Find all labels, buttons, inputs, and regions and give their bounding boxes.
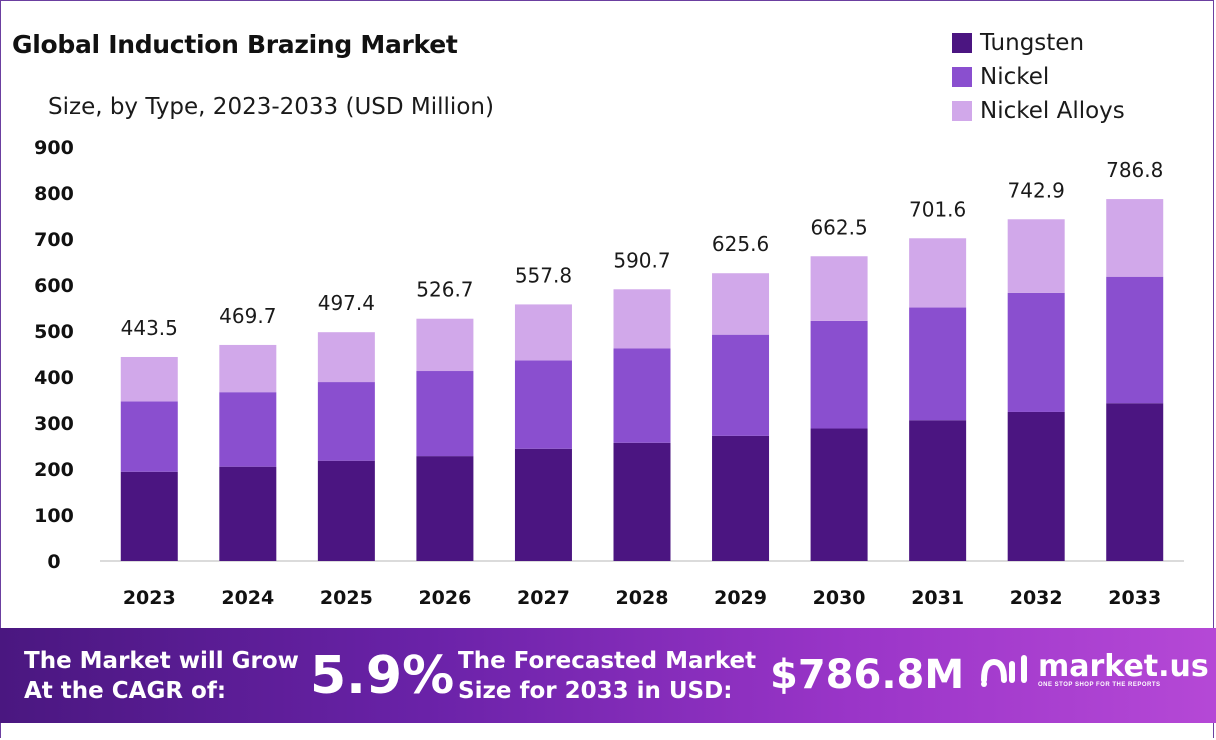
y-tick-label: 600 xyxy=(34,275,74,297)
bar-nickel-alloys xyxy=(1007,219,1065,293)
bar-tungsten xyxy=(1007,411,1065,561)
brand-logo[interactable]: market.us ONE STOP SHOP FOR THE REPORTS xyxy=(978,650,1209,690)
bar-tungsten xyxy=(120,471,178,561)
bar-tungsten xyxy=(712,435,770,561)
market-us-logo-icon xyxy=(981,655,1027,687)
bar-total-label: 786.8 xyxy=(1106,158,1163,182)
bar-nickel xyxy=(120,401,178,472)
x-tick-label: 2023 xyxy=(123,587,176,609)
bar-nickel xyxy=(1007,292,1065,412)
legend-swatch-tungsten xyxy=(952,33,972,53)
x-tick-label: 2026 xyxy=(418,587,471,609)
chart-subtitle: Size, by Type, 2023-2033 (USD Million) xyxy=(48,94,494,120)
y-tick-label: 500 xyxy=(34,321,74,343)
footer-banner: The Market will Grow At the CAGR of: 5.9… xyxy=(0,628,1216,723)
bar-nickel-alloys xyxy=(416,318,474,372)
y-tick-label: 900 xyxy=(34,137,74,159)
y-tick-label: 100 xyxy=(34,505,74,527)
y-tick-label: 800 xyxy=(34,183,74,205)
y-tick-label: 200 xyxy=(34,459,74,481)
x-tick-label: 2024 xyxy=(221,587,274,609)
y-tick-label: 400 xyxy=(34,367,74,389)
bar-nickel-alloys xyxy=(120,356,178,402)
bar-total-label: 526.7 xyxy=(416,278,473,302)
bar-tungsten xyxy=(1106,403,1164,561)
x-tick-label: 2032 xyxy=(1010,587,1063,609)
bar-nickel-alloys xyxy=(219,344,277,393)
bar-tungsten xyxy=(810,428,868,561)
forecast-value: $786.8M xyxy=(770,652,965,698)
bar-nickel xyxy=(613,348,671,443)
bar-nickel-alloys xyxy=(1106,199,1164,277)
bar-total-label: 590.7 xyxy=(613,248,670,272)
bar-nickel xyxy=(514,360,572,449)
y-tick-label: 700 xyxy=(34,229,74,251)
x-tick-label: 2033 xyxy=(1108,587,1161,609)
bar-total-label: 557.8 xyxy=(515,263,572,287)
bar-nickel xyxy=(712,334,770,436)
bar-total-label: 443.5 xyxy=(121,316,178,340)
bar-nickel xyxy=(317,382,375,461)
x-tick-label: 2031 xyxy=(911,587,964,609)
bar-total-label: 625.6 xyxy=(712,232,769,256)
brand-name: market.us xyxy=(1038,649,1209,684)
bar-nickel-alloys xyxy=(810,256,868,321)
bar-nickel-alloys xyxy=(317,332,375,383)
bar-tungsten xyxy=(317,460,375,561)
cagr-value: 5.9% xyxy=(310,646,455,706)
legend: Tungsten Nickel Nickel Alloys xyxy=(952,26,1125,128)
bar-nickel-alloys xyxy=(613,289,671,349)
legend-label-nickel-alloys: Nickel Alloys xyxy=(980,98,1125,124)
legend-label-nickel: Nickel xyxy=(980,64,1050,90)
bar-nickel xyxy=(219,392,277,467)
bar-nickel xyxy=(1106,276,1164,404)
bar-nickel-alloys xyxy=(909,238,967,308)
x-tick-label: 2030 xyxy=(813,587,866,609)
bar-total-label: 662.5 xyxy=(810,215,867,239)
chart-title: Global Induction Brazing Market xyxy=(12,30,458,59)
brand-tagline: ONE STOP SHOP FOR THE REPORTS xyxy=(1038,682,1161,688)
legend-item-nickel: Nickel xyxy=(952,60,1125,94)
forecast-label: The Forecasted Market Size for 2033 in U… xyxy=(458,648,757,704)
bar-nickel xyxy=(416,371,474,457)
bar-chart: 0 100 200 300 400 500 600 700 800 900 443.5 2023 469… xyxy=(34,137,1184,609)
bar-nickel xyxy=(810,320,868,429)
bar-tungsten xyxy=(416,456,474,561)
bar-total-label: 742.9 xyxy=(1008,178,1065,202)
x-tick-label: 2027 xyxy=(517,587,570,609)
y-tick-label: 300 xyxy=(34,413,74,435)
bar-tungsten xyxy=(613,442,671,561)
legend-swatch-nickel-alloys xyxy=(952,101,972,121)
bar-total-label: 497.4 xyxy=(318,291,375,315)
y-tick-label: 0 xyxy=(47,551,60,573)
bar-total-label: 469.7 xyxy=(219,304,276,328)
bar-tungsten xyxy=(219,466,277,561)
x-tick-label: 2029 xyxy=(714,587,767,609)
legend-swatch-nickel xyxy=(952,67,972,87)
x-tick-label: 2028 xyxy=(616,587,669,609)
bar-tungsten xyxy=(514,448,572,561)
legend-item-tungsten: Tungsten xyxy=(952,26,1125,60)
bar-nickel-alloys xyxy=(514,304,572,361)
cagr-label: The Market will Grow At the CAGR of: xyxy=(24,648,299,704)
bar-nickel xyxy=(909,307,967,421)
x-tick-label: 2025 xyxy=(320,587,373,609)
legend-item-nickel-alloys: Nickel Alloys xyxy=(952,94,1125,128)
bar-total-label: 701.6 xyxy=(909,197,966,221)
legend-label-tungsten: Tungsten xyxy=(980,30,1085,56)
bar-tungsten xyxy=(909,420,967,561)
bar-nickel-alloys xyxy=(712,273,770,335)
